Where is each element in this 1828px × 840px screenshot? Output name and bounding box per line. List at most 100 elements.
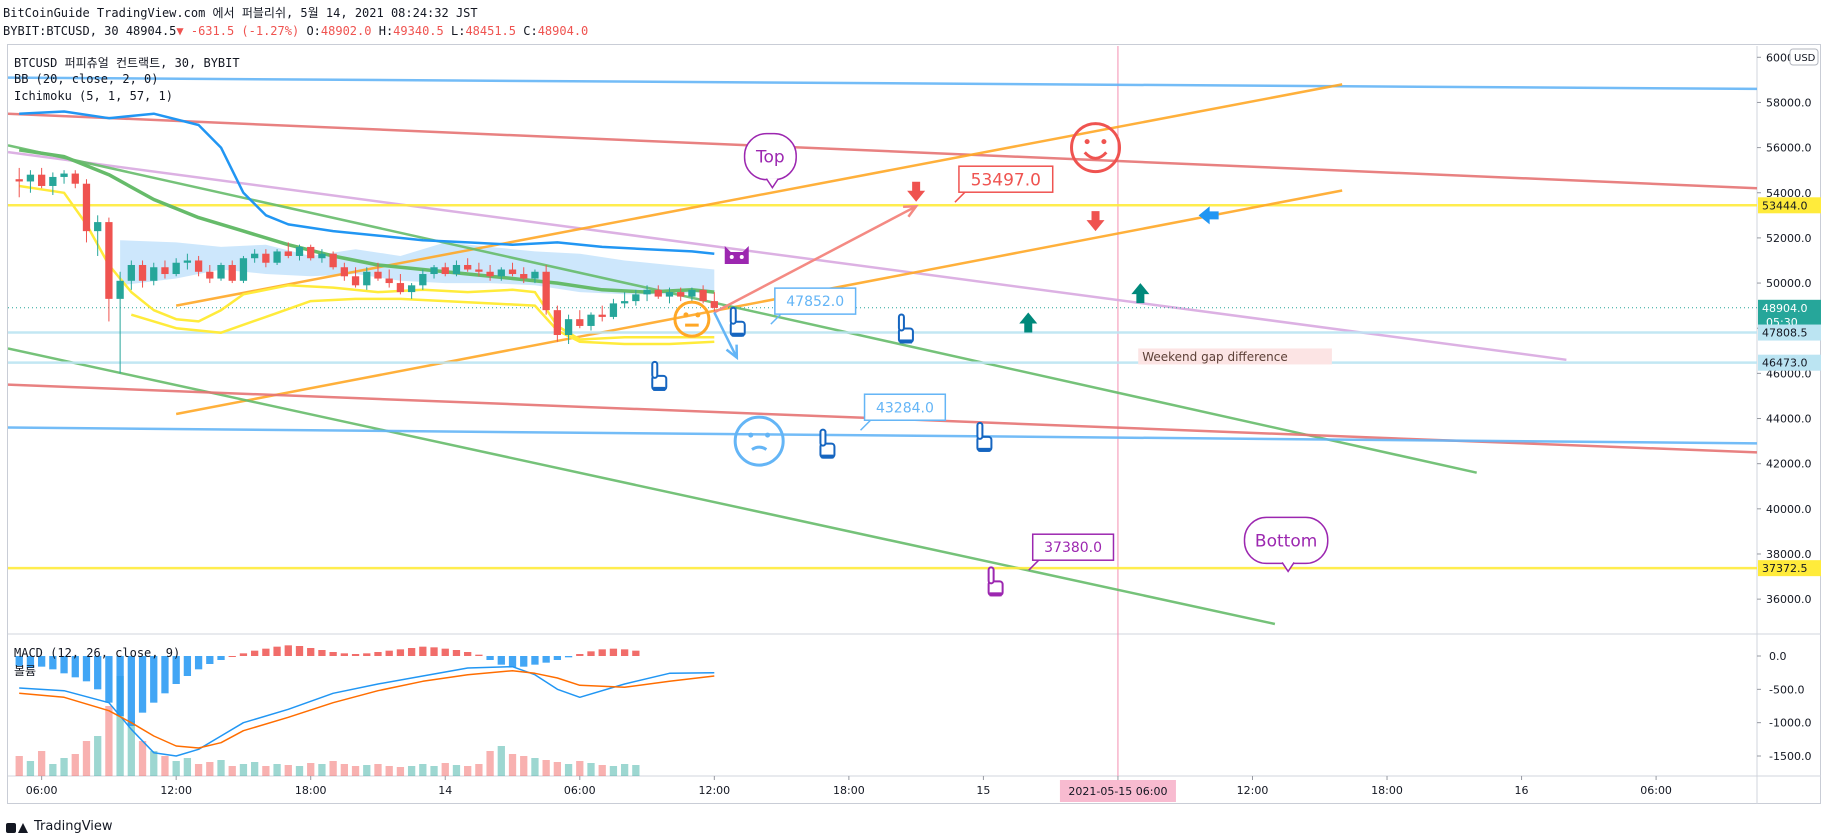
volume-bar [531,758,539,776]
candle-body [419,274,427,286]
volume-bar [464,766,472,776]
macd-histogram-bar [183,656,192,676]
candle-body [486,271,494,277]
currency-label: USD [1794,53,1816,64]
candle-body [620,301,629,304]
time-tick-label: 18:00 [1371,784,1403,797]
price-label: 37372.5 [1762,562,1808,575]
volume-bar [632,765,640,776]
time-tick-label: 12:00 [698,784,730,797]
candle-body [542,271,550,311]
macd-histogram-bar [419,646,427,656]
annotation-arrow [713,311,738,359]
volume-bar [576,761,584,776]
macd-tick-label: -1500.0 [1769,750,1811,763]
macd-histogram-bar [564,656,573,658]
macd-histogram-bar [307,648,315,656]
candle-body [217,264,225,279]
price-tick-label: 50000.0 [1766,277,1812,290]
callout: Weekend gap difference [1138,348,1332,365]
macd-histogram-bar [340,653,348,656]
legend-macd[interactable]: MACD (12, 26, close, 9) [14,646,181,660]
volume-bar [318,764,326,776]
bb-upper-line [19,110,715,255]
candle-body [251,253,259,259]
macd-histogram-bar [632,650,640,656]
candle-body [531,271,539,279]
volume-bar [82,741,91,776]
neutral-face-icon [673,300,711,338]
volume-bar [587,763,595,776]
macd-histogram-bar [486,656,494,660]
open-value: 48902.0 [320,24,372,38]
macd-histogram-bar [206,656,214,664]
macd-histogram-bar [60,656,68,674]
volume-bar [430,766,438,776]
price-tick-label: 36000.0 [1766,593,1812,606]
macd-histogram-bar [284,645,292,656]
tradingview-footer[interactable]: TradingView [6,819,113,834]
chart-frame [7,44,1821,804]
candle-body [475,269,483,272]
callout-label: 43284.0 [876,400,934,416]
macd-histogram-bar [508,656,517,668]
callout-tail [954,191,966,203]
trendline [8,112,1757,190]
candle-body [520,274,528,279]
macd-histogram-bar [542,656,550,663]
volume-bar [105,706,113,776]
arrow-down-icon [1086,211,1105,232]
price-label: 48904.0 [1762,302,1808,315]
time-tick-label: 06:00 [26,784,58,797]
macd-histogram-bar [37,656,46,667]
candle-body [228,264,236,281]
price-label: 46473.0 [1762,357,1808,370]
candle-body [710,301,718,308]
candle-body [508,269,517,275]
hand-icon [819,428,836,459]
price-label-badge [1758,324,1821,341]
callout-tail [765,178,780,189]
price-pane: Top 53497.0 47852.0 43284.0 37380.0 Bottom Wee… [8,76,1757,626]
macd-histogram-bar [82,656,91,682]
candle-body [452,264,461,275]
candle-body [665,292,674,297]
volume-bar [295,766,304,776]
hand-icon [729,306,746,337]
volume-bar [564,764,573,776]
candle-body [340,267,348,277]
macd-histogram-bar [475,654,483,656]
volume-bar [441,763,449,776]
volume-bar [150,751,158,776]
macd-histogram-bar [273,646,281,656]
candle-body [150,267,158,281]
volume-bar [217,760,225,776]
price-label: 47808.5 [1762,327,1808,340]
price-tick-label: 42000.0 [1766,458,1812,471]
callout: 53497.0 [954,165,1054,203]
callout-band [1138,348,1332,365]
candle-body [94,222,102,232]
volume-bar [251,762,259,776]
macd-histogram-bar [620,649,629,656]
change-label: ▼ -631.5 (-1.27%) [176,24,300,38]
volume-bar [71,754,79,776]
legend-title[interactable]: BTCUSD 퍼피츄얼 컨트랙트, 30, BYBIT [14,56,240,70]
candle-body [464,264,472,270]
volume-bar [475,764,483,776]
macd-histogram-bar [228,656,236,657]
legend-bb[interactable]: BB (20, close, 2, 0) [14,72,159,86]
brand-label: TradingView [34,819,113,834]
signal-line [19,669,715,749]
candle-body [497,269,505,277]
legend-ichimoku[interactable]: Ichimoku (5, 1, 57, 1) [14,89,173,103]
price-label-badge [1758,354,1821,371]
macd-histogram-bar [49,656,57,670]
callout-tail [770,313,782,325]
volume-bar [116,676,124,776]
arrow-up-icon [1131,283,1150,304]
candle-body [206,271,214,279]
trendline [8,76,1757,91]
macd-histogram-bar [318,650,326,656]
